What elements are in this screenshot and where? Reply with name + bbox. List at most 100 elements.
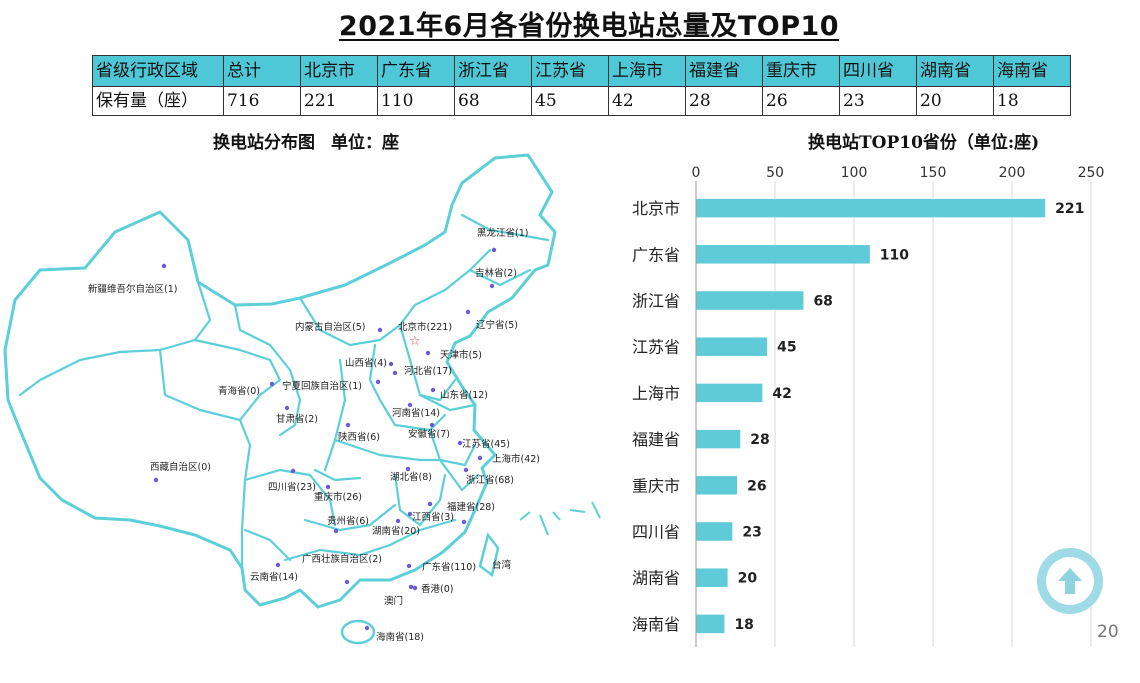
table-header-cell: 上海市 xyxy=(608,55,686,87)
station-dot xyxy=(477,455,483,461)
station-dot xyxy=(275,562,281,568)
station-dot xyxy=(465,309,471,315)
border-henan xyxy=(378,398,447,432)
border-jilin xyxy=(468,268,532,287)
bar xyxy=(696,245,870,264)
station-dot xyxy=(161,263,167,269)
tick-label: 250 xyxy=(1078,165,1105,181)
china-map: ☆ 黑龙江省(1) 吉林省(2) 新疆维吾尔自治区(1) 内蒙古自治区(5) 北… xyxy=(3,153,601,645)
table-value-cell: 716 xyxy=(223,86,301,116)
summary-table: 省级行政区域 总计 北京市 广东省 浙江省 江苏省 上海市 福建省 重庆市 四川… xyxy=(92,55,1071,116)
border-sichuan xyxy=(243,468,337,527)
table-header-cell: 福建省 xyxy=(685,55,763,87)
map-title-text: 换电站分布图 xyxy=(213,133,315,153)
category-label: 广东省 xyxy=(632,245,680,264)
bar xyxy=(696,337,768,356)
station-dot xyxy=(457,440,463,446)
arrow-up-icon xyxy=(1058,568,1082,594)
map-label: 上海市(42) xyxy=(492,453,540,465)
station-dot xyxy=(392,370,398,376)
table-value-cell: 110 xyxy=(377,86,455,116)
station-dot xyxy=(427,501,433,507)
bar xyxy=(696,429,741,449)
hainan-island xyxy=(340,619,376,645)
map-label: 澳门 xyxy=(384,595,403,607)
scroll-top-button[interactable] xyxy=(1037,548,1103,614)
border-zhejiang xyxy=(438,458,480,492)
station-dot xyxy=(395,518,401,524)
table-header-cell: 广东省 xyxy=(377,55,455,87)
station-dot xyxy=(408,584,414,590)
category-label: 北京市 xyxy=(632,199,680,218)
border-qinghai xyxy=(193,338,282,422)
border-jiangsu-anhui xyxy=(428,428,477,467)
border-tibet xyxy=(158,348,252,570)
tick-label: 150 xyxy=(920,165,947,181)
table-value-cell: 23 xyxy=(839,86,917,116)
map-label: 香港(0) xyxy=(421,583,453,595)
table-header-cell: 重庆市 xyxy=(762,55,840,87)
map-label: 吉林省(2) xyxy=(475,267,517,279)
category-label: 湖南省 xyxy=(632,569,680,588)
map-label: 天津市(5) xyxy=(440,349,482,361)
border-xinjiang xyxy=(18,280,212,397)
capital-star-icon: ☆ xyxy=(409,334,421,349)
map-label: 台湾 xyxy=(492,559,512,571)
station-dot xyxy=(412,585,418,591)
station-dot xyxy=(388,361,394,367)
table-header-cell: 省级行政区域 xyxy=(92,55,224,87)
station-dot xyxy=(375,379,381,385)
table-value-cell: 26 xyxy=(762,86,840,116)
value-label: 45 xyxy=(777,340,796,356)
border-hunan-jiangxi xyxy=(393,473,447,527)
station-dot xyxy=(461,519,467,525)
map-label: 山东省(12) xyxy=(440,389,488,401)
map-label: 广西壮族自治区(2) xyxy=(302,553,382,565)
border-gansu xyxy=(233,303,302,437)
value-label: 18 xyxy=(734,617,753,633)
map-label: 四川省(23) xyxy=(268,481,316,493)
bar xyxy=(696,198,1046,218)
taiwan-island xyxy=(478,532,500,578)
station-dot xyxy=(344,579,350,585)
border-yunnan xyxy=(243,528,292,562)
table-header-cell: 海南省 xyxy=(993,55,1071,87)
map-label: 甘肃省(2) xyxy=(276,413,318,425)
table-header-cell: 四川省 xyxy=(839,55,917,87)
map-label: 湖南省(20) xyxy=(372,525,420,537)
map-label: 广东省(110) xyxy=(422,561,476,573)
border-heilongjiang xyxy=(460,213,550,242)
map-label: 福建省(28) xyxy=(447,501,495,513)
map-label: 宁夏回族自治区(1) xyxy=(282,380,362,392)
table-value-cell: 42 xyxy=(608,86,686,116)
station-dot xyxy=(333,528,339,534)
map-label: 河北省(17) xyxy=(404,365,452,377)
map-label: 西藏自治区(0) xyxy=(150,461,211,473)
border-shandong xyxy=(418,393,477,412)
map-label: 青海省(0) xyxy=(218,385,260,397)
border-chongqing xyxy=(313,468,362,482)
station-dot xyxy=(153,477,159,483)
bar xyxy=(696,383,763,403)
category-label: 江苏省 xyxy=(632,338,680,357)
table-header-row: 省级行政区域 总计 北京市 广东省 浙江省 江苏省 上海市 福建省 重庆市 四川… xyxy=(92,55,1071,87)
station-dot xyxy=(429,422,435,428)
value-label: 42 xyxy=(772,386,791,402)
station-dot xyxy=(489,283,495,289)
border-hubei xyxy=(333,438,442,462)
map-label: 江苏省(45) xyxy=(462,438,510,450)
chart-title: 换电站TOP10省份（单位:座) xyxy=(808,133,1040,153)
map-label: 山西省(4) xyxy=(345,357,387,369)
table-header-cell: 北京市 xyxy=(300,55,378,87)
station-dot xyxy=(377,327,383,333)
map-label: 新疆维吾尔自治区(1) xyxy=(88,283,177,295)
chart-bars xyxy=(696,198,1046,634)
table-value-cell: 20 xyxy=(916,86,994,116)
tick-label: 200 xyxy=(999,165,1026,181)
value-label: 23 xyxy=(742,525,761,541)
table-value-row: 保有量（座） 716 221 110 68 45 42 28 26 23 20 … xyxy=(92,86,1071,116)
table-value-cell: 68 xyxy=(454,86,532,116)
map-label: 海南省(18) xyxy=(376,631,424,643)
map-label: 北京市(221) xyxy=(398,321,452,333)
station-dot xyxy=(406,563,412,569)
